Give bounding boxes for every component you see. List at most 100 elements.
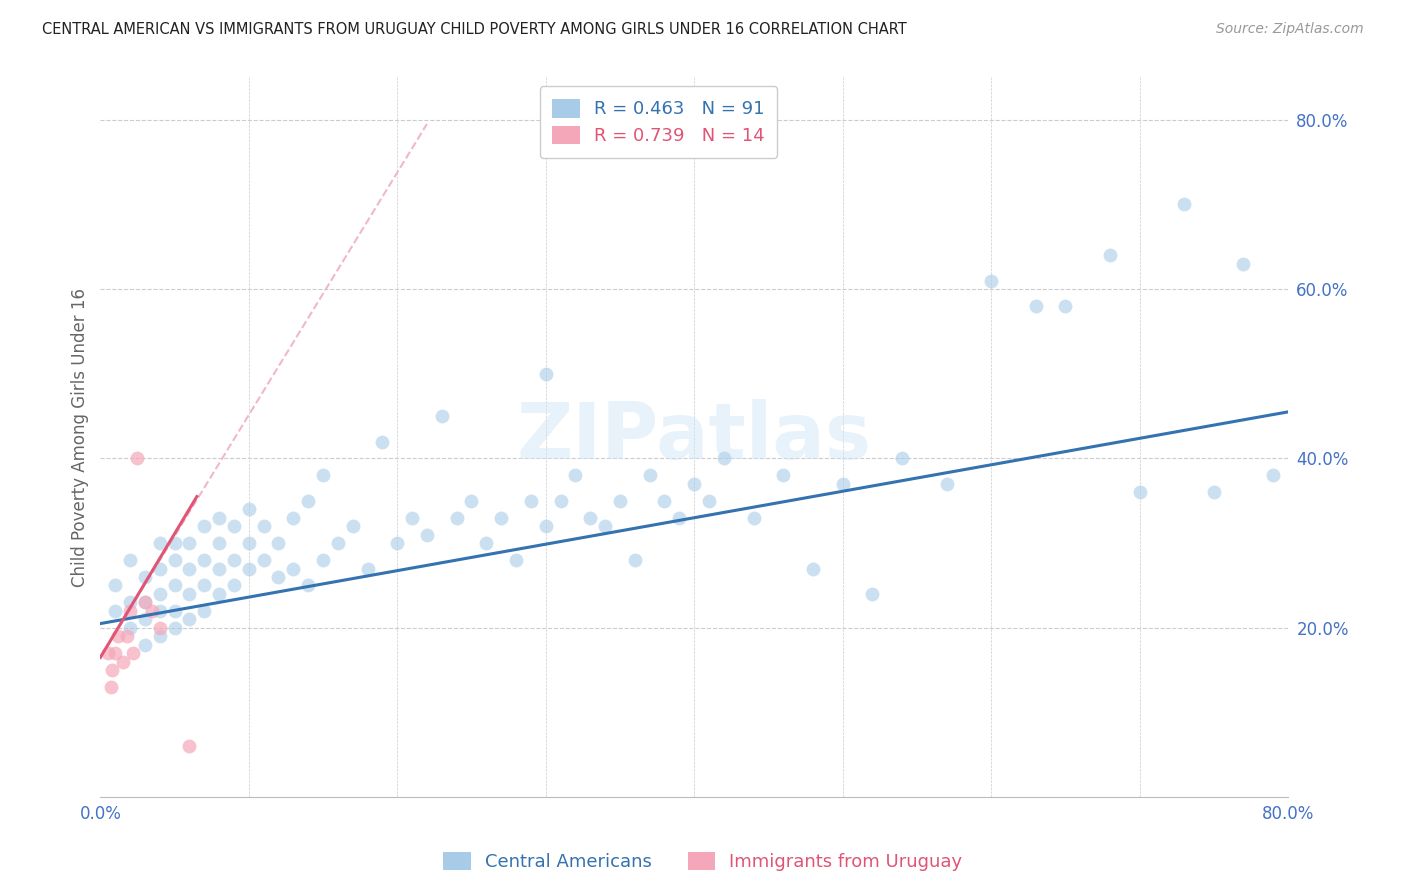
Point	[149, 561, 172, 575]
Point	[238, 536, 260, 550]
Point	[446, 510, 468, 524]
Point	[193, 604, 215, 618]
Point	[1202, 485, 1225, 500]
Legend: R = 0.463   N = 91, R = 0.739   N = 14: R = 0.463 N = 91, R = 0.739 N = 14	[540, 87, 778, 158]
Point	[193, 519, 215, 533]
Point	[1128, 485, 1150, 500]
Point	[253, 553, 276, 567]
Point	[801, 561, 824, 575]
Point	[430, 409, 453, 424]
Point	[638, 468, 661, 483]
Point	[134, 595, 156, 609]
Point	[831, 476, 853, 491]
Point	[520, 493, 543, 508]
Point	[1173, 197, 1195, 211]
Point	[475, 536, 498, 550]
Point	[387, 536, 409, 550]
Point	[179, 587, 201, 601]
Point	[283, 561, 305, 575]
Point	[505, 553, 527, 567]
Point	[253, 519, 276, 533]
Point	[312, 553, 335, 567]
Point	[980, 274, 1002, 288]
Point	[118, 621, 141, 635]
Point	[697, 493, 720, 508]
Point	[163, 578, 186, 592]
Point	[1232, 257, 1254, 271]
Point	[1098, 248, 1121, 262]
Point	[179, 739, 201, 754]
Point	[141, 604, 163, 618]
Point	[104, 646, 127, 660]
Point	[564, 468, 586, 483]
Point	[668, 510, 690, 524]
Point	[860, 587, 883, 601]
Point	[623, 553, 645, 567]
Point	[118, 604, 141, 618]
Point	[550, 493, 572, 508]
Point	[1054, 299, 1077, 313]
Point	[342, 519, 364, 533]
Point	[193, 578, 215, 592]
Point	[149, 536, 172, 550]
Point	[163, 536, 186, 550]
Point	[460, 493, 482, 508]
Point	[579, 510, 602, 524]
Point	[326, 536, 349, 550]
Point	[208, 510, 231, 524]
Point	[179, 561, 201, 575]
Point	[97, 646, 120, 660]
Point	[713, 451, 735, 466]
Point	[163, 604, 186, 618]
Point	[401, 510, 423, 524]
Point	[891, 451, 914, 466]
Point	[222, 553, 245, 567]
Point	[683, 476, 706, 491]
Point	[122, 646, 145, 660]
Point	[222, 519, 245, 533]
Point	[149, 604, 172, 618]
Point	[742, 510, 765, 524]
Point	[772, 468, 794, 483]
Point	[149, 587, 172, 601]
Point	[238, 502, 260, 516]
Point	[534, 367, 557, 381]
Point	[127, 451, 149, 466]
Point	[312, 468, 335, 483]
Point	[101, 663, 124, 677]
Point	[297, 493, 319, 508]
Point	[489, 510, 512, 524]
Point	[267, 536, 290, 550]
Text: ZIPatlas: ZIPatlas	[516, 400, 872, 475]
Point	[208, 561, 231, 575]
Point	[134, 595, 156, 609]
Point	[134, 570, 156, 584]
Point	[222, 578, 245, 592]
Point	[356, 561, 378, 575]
Point	[238, 561, 260, 575]
Point	[104, 578, 127, 592]
Point	[208, 536, 231, 550]
Point	[609, 493, 631, 508]
Point	[208, 587, 231, 601]
Point	[654, 493, 676, 508]
Point	[104, 604, 127, 618]
Point	[134, 612, 156, 626]
Point	[118, 595, 141, 609]
Text: CENTRAL AMERICAN VS IMMIGRANTS FROM URUGUAY CHILD POVERTY AMONG GIRLS UNDER 16 C: CENTRAL AMERICAN VS IMMIGRANTS FROM URUG…	[42, 22, 907, 37]
Point	[193, 553, 215, 567]
Point	[115, 629, 138, 643]
Point	[297, 578, 319, 592]
Point	[107, 629, 129, 643]
Point	[100, 680, 122, 694]
Y-axis label: Child Poverty Among Girls Under 16: Child Poverty Among Girls Under 16	[72, 288, 89, 587]
Point	[118, 553, 141, 567]
Point	[935, 476, 957, 491]
Point	[149, 629, 172, 643]
Point	[111, 655, 134, 669]
Point	[149, 621, 172, 635]
Point	[179, 536, 201, 550]
Point	[283, 510, 305, 524]
Point	[416, 527, 439, 541]
Point	[267, 570, 290, 584]
